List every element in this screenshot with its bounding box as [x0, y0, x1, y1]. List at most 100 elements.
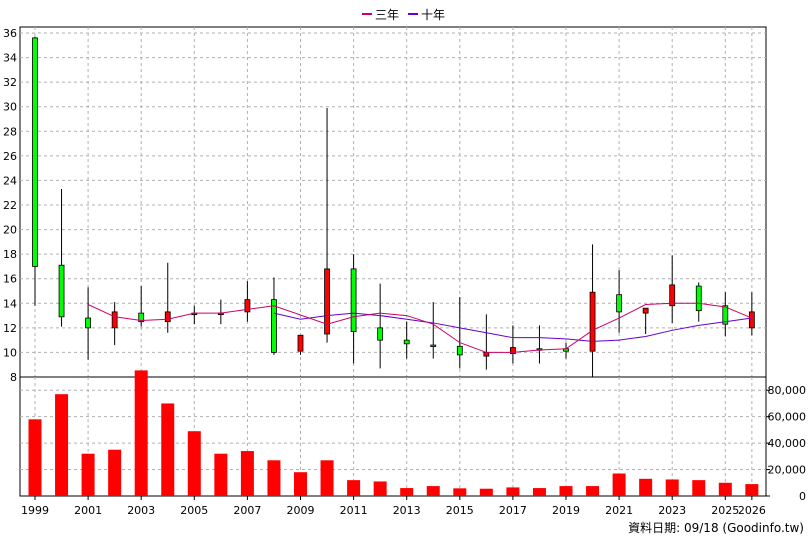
candle-body — [695, 285, 702, 312]
candle-body — [483, 352, 490, 357]
candle-body — [350, 268, 357, 332]
price-tick-label: 20 — [3, 224, 17, 237]
legend: 三年 十年 — [362, 8, 445, 22]
ma3-line — [87, 302, 753, 353]
x-tick-label: 2011 — [340, 504, 368, 517]
price-tick-label: 30 — [3, 101, 17, 114]
candlestick-series — [32, 36, 755, 377]
volume-bar — [506, 487, 520, 496]
x-tick-label: 2001 — [74, 504, 102, 517]
volume-bar — [214, 453, 228, 496]
candle-body — [244, 299, 251, 313]
volume-bar — [559, 486, 573, 496]
volume-bar — [400, 488, 414, 496]
candle-body — [111, 311, 118, 329]
price-tick-label: 12 — [3, 322, 17, 335]
legend-label-3yr: 三年 — [375, 8, 399, 22]
volume-tick-label: 20,000 — [768, 464, 807, 477]
volume-bar — [161, 403, 175, 496]
volume-bar — [453, 488, 467, 496]
volume-bar — [426, 486, 440, 496]
price-panel — [19, 26, 767, 378]
price-tick-label: 24 — [3, 174, 17, 187]
price-tick-label: 26 — [3, 150, 17, 163]
ma10-line — [273, 312, 752, 342]
x-tick-label: 2009 — [287, 504, 315, 517]
x-tick-label: 2023 — [658, 504, 686, 517]
volume-tick-label: 0 — [799, 490, 806, 503]
volume-tick-label: 40,000 — [768, 437, 807, 450]
volume-bar — [479, 488, 493, 496]
x-tick-label: 2005 — [180, 504, 208, 517]
volume-bar — [134, 370, 148, 496]
volume-bar — [108, 449, 122, 496]
volume-tick-label: 80,000 — [768, 384, 807, 397]
candle-body — [722, 305, 729, 325]
candle-body — [164, 311, 171, 323]
candle-body — [271, 299, 277, 353]
volume-bar — [81, 453, 95, 496]
candle-body — [669, 284, 676, 307]
volume-series — [28, 370, 759, 496]
volume-bar — [612, 473, 626, 496]
candle-body — [456, 345, 463, 356]
volume-axis: 80,000 60,000 40,000 20,000 0 — [766, 384, 806, 503]
price-tick-label: 36 — [3, 27, 17, 40]
candle-body — [430, 344, 437, 347]
candle-body — [642, 307, 649, 314]
volume-bar — [347, 480, 361, 496]
volume-bar — [320, 460, 334, 496]
candle-body — [616, 294, 622, 313]
volume-panel — [19, 376, 767, 497]
volume-bar — [665, 479, 679, 496]
volume-bar — [586, 486, 600, 496]
price-tick-label: 22 — [3, 199, 17, 212]
x-tick-label: 2003 — [127, 504, 155, 517]
price-tick-label: 18 — [3, 248, 17, 261]
candle-body — [297, 334, 304, 352]
candle-body — [748, 311, 755, 329]
volume-bar — [745, 484, 759, 496]
price-tick-label: 32 — [3, 76, 17, 89]
volume-bar — [373, 481, 387, 496]
x-tick-label: 2021 — [605, 504, 633, 517]
x-tick-label: 2019 — [552, 504, 580, 517]
x-tick-label: 2015 — [446, 504, 474, 517]
candle-body — [138, 312, 145, 323]
candle-body — [85, 317, 91, 329]
volume-bar — [55, 394, 69, 496]
candle-body — [509, 347, 516, 355]
price-tick-label: 28 — [3, 125, 17, 138]
price-tick-label: 10 — [3, 346, 17, 359]
x-axis: 1999 2001 2003 2005 2007 2009 2011 2013 2015 2017… — [21, 496, 766, 517]
price-tick-label: 8 — [10, 371, 17, 384]
candle-body — [403, 339, 410, 345]
volume-bar — [187, 431, 201, 496]
volume-bar — [639, 478, 653, 496]
price-axis: 36 34 32 30 28 26 24 22 20 18 16 14 12 10 8 — [3, 27, 17, 384]
candle-body — [32, 37, 38, 267]
x-tick-label: 2007 — [233, 504, 261, 517]
volume-bar — [532, 488, 546, 496]
volume-tick-label: 60,000 — [768, 411, 807, 424]
data-date-footer: 資料日期: 09/18 (Goodinfo.tw) — [628, 521, 804, 535]
legend-label-10yr: 十年 — [421, 8, 445, 22]
x-tick-label: 2013 — [393, 504, 421, 517]
volume-bar — [718, 482, 732, 496]
x-tick-label: 2017 — [499, 504, 527, 517]
x-tick-label: 2025 — [711, 504, 739, 517]
volume-bar — [294, 472, 307, 496]
candle-body — [58, 264, 65, 318]
x-tick-label: 2026 — [738, 504, 766, 517]
price-tick-label: 14 — [3, 297, 17, 310]
candle-body — [324, 268, 330, 335]
price-tick-label: 34 — [3, 52, 17, 65]
candle-body — [589, 291, 596, 352]
volume-bar — [28, 419, 42, 496]
x-tick-label: 1999 — [21, 504, 49, 517]
candle-body — [377, 327, 384, 341]
volume-grid — [20, 377, 766, 496]
volume-bar — [692, 480, 706, 496]
volume-bar — [240, 451, 254, 496]
